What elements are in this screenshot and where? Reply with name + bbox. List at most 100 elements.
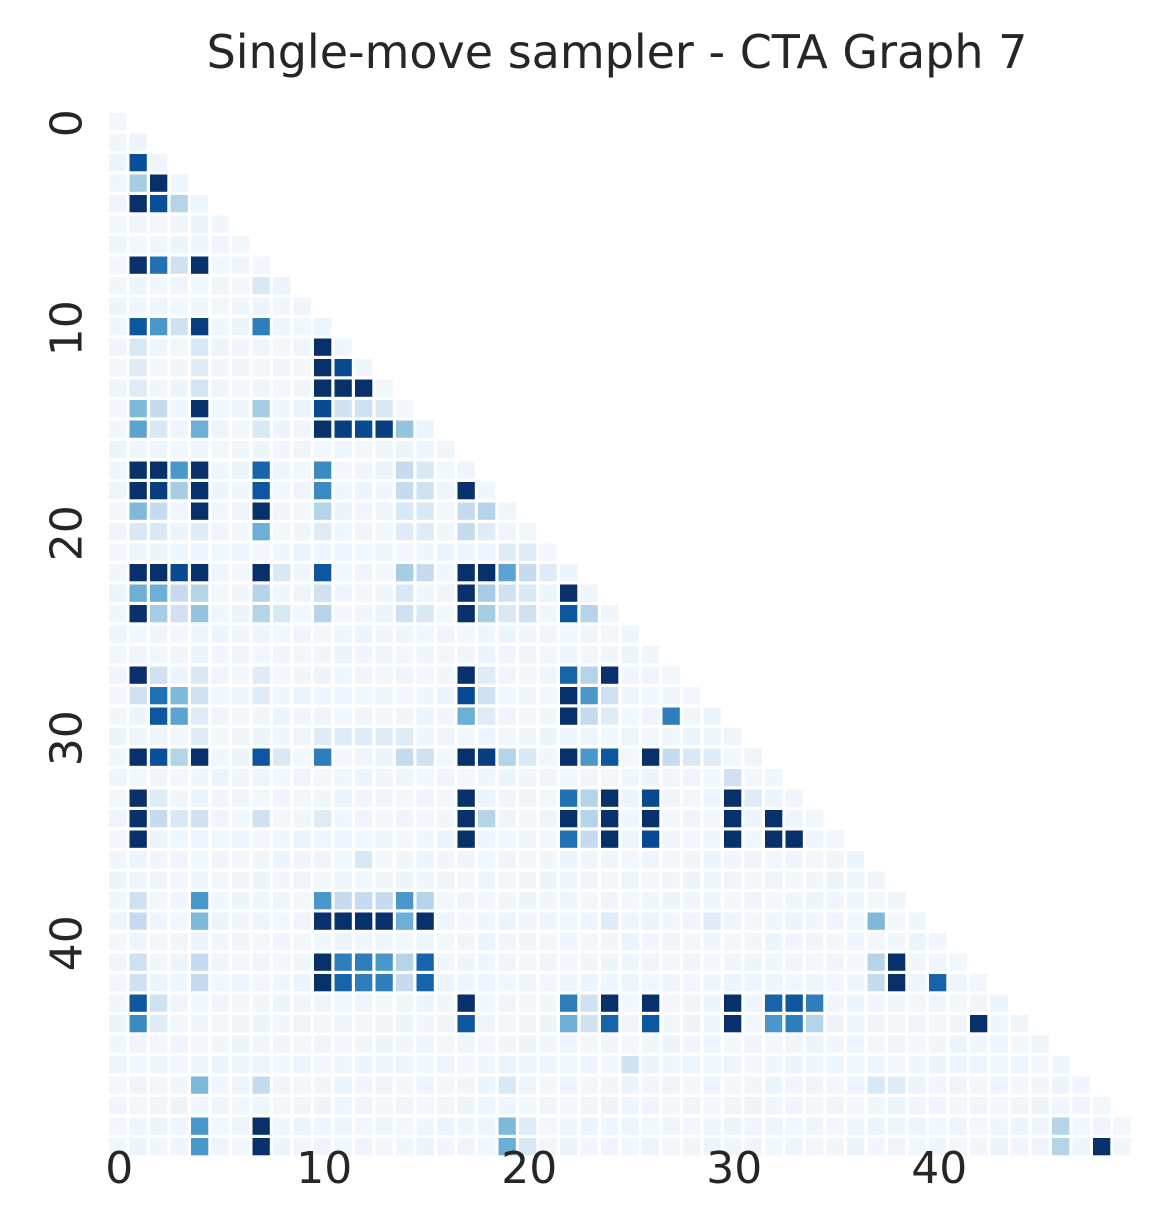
heatmap-cell <box>908 912 926 930</box>
heatmap-cell <box>601 953 619 971</box>
heatmap-cell <box>478 912 496 930</box>
heatmap-cell <box>560 769 578 787</box>
heatmap-cell <box>662 769 680 787</box>
heatmap-cell <box>744 1076 762 1094</box>
heatmap-cell <box>560 871 578 889</box>
heatmap-cell <box>211 400 229 418</box>
heatmap-cell <box>621 1015 639 1033</box>
heatmap-cell <box>478 728 496 746</box>
heatmap-cell <box>273 277 291 295</box>
heatmap-cell <box>478 646 496 664</box>
heatmap-cell <box>109 912 127 930</box>
heatmap-cell <box>150 912 168 930</box>
heatmap-cell <box>252 769 270 787</box>
heatmap-cell <box>293 482 311 500</box>
heatmap-cell <box>396 666 414 684</box>
heatmap-cell <box>191 1015 209 1033</box>
heatmap-cell <box>498 830 516 848</box>
heatmap-cell <box>252 871 270 889</box>
heatmap-cell <box>396 871 414 889</box>
heatmap-cell <box>703 810 721 828</box>
heatmap-cell <box>109 318 127 336</box>
heatmap-cell <box>129 953 147 971</box>
heatmap-cell <box>375 933 393 951</box>
heatmap-cell <box>457 1097 475 1115</box>
heatmap-cell <box>375 789 393 807</box>
heatmap-cell <box>355 605 373 623</box>
heatmap-cell <box>703 1097 721 1115</box>
heatmap-cell <box>539 1076 557 1094</box>
heatmap-cell <box>929 933 947 951</box>
heatmap-cell <box>334 1138 352 1156</box>
heatmap-cell <box>334 564 352 582</box>
heatmap-cell <box>765 871 783 889</box>
heatmap-cell <box>416 871 434 889</box>
heatmap-cell <box>478 1035 496 1053</box>
heatmap-cell <box>396 769 414 787</box>
heatmap-cell <box>109 974 127 992</box>
heatmap-cell <box>621 810 639 828</box>
heatmap-cell <box>498 564 516 582</box>
heatmap-cell <box>150 933 168 951</box>
heatmap-cell <box>478 892 496 910</box>
heatmap-cell <box>170 256 188 274</box>
heatmap-cell <box>806 1097 824 1115</box>
heatmap-cell <box>662 1076 680 1094</box>
heatmap-cell <box>416 461 434 479</box>
heatmap-cell <box>826 892 844 910</box>
heatmap-cell <box>109 113 127 131</box>
heatmap-cell <box>498 789 516 807</box>
heatmap-cell <box>908 933 926 951</box>
heatmap-cell <box>150 1056 168 1074</box>
heatmap-cell <box>703 1076 721 1094</box>
heatmap-cell <box>396 810 414 828</box>
heatmap-cell <box>191 1035 209 1053</box>
heatmap-cell <box>662 1138 680 1156</box>
heatmap-cell <box>457 974 475 992</box>
heatmap-cell <box>129 133 147 151</box>
heatmap-cell <box>396 1097 414 1115</box>
heatmap-cell <box>580 646 598 664</box>
heatmap-cell <box>191 789 209 807</box>
heatmap-cell <box>703 830 721 848</box>
heatmap-cell <box>252 400 270 418</box>
heatmap-cell <box>806 1056 824 1074</box>
heatmap-cell <box>1031 1117 1049 1135</box>
heatmap-cell <box>990 1035 1008 1053</box>
heatmap-cell <box>437 1056 455 1074</box>
heatmap-cell <box>621 1076 639 1094</box>
heatmap-cell <box>560 584 578 602</box>
heatmap-cell <box>293 851 311 869</box>
heatmap-cell <box>375 974 393 992</box>
heatmap-cell <box>908 1076 926 1094</box>
heatmap-cell <box>314 1097 332 1115</box>
heatmap-cell <box>129 830 147 848</box>
heatmap-cell <box>334 666 352 684</box>
heatmap-cell <box>109 994 127 1012</box>
heatmap-cell <box>478 687 496 705</box>
heatmap-cell <box>109 564 127 582</box>
heatmap-cell <box>170 236 188 254</box>
heatmap-cell <box>252 338 270 356</box>
heatmap-cell <box>191 318 209 336</box>
heatmap-cell <box>683 851 701 869</box>
heatmap-cell <box>498 1056 516 1074</box>
heatmap-cell <box>601 933 619 951</box>
heatmap-cell <box>252 748 270 766</box>
heatmap-cell <box>744 830 762 848</box>
heatmap-cell <box>642 851 660 869</box>
heatmap-cell <box>601 994 619 1012</box>
heatmap-cell <box>580 789 598 807</box>
heatmap-cell <box>375 543 393 561</box>
heatmap-cell <box>744 871 762 889</box>
heatmap-cell <box>1072 1097 1090 1115</box>
heatmap-cell <box>191 769 209 787</box>
heatmap-cell <box>826 1056 844 1074</box>
heatmap-cell <box>334 892 352 910</box>
heatmap-cell <box>560 851 578 869</box>
x-tick-label: 30 <box>706 1143 762 1194</box>
heatmap-cell <box>170 174 188 192</box>
y-tick-label: 40 <box>42 915 93 971</box>
heatmap-cell <box>109 215 127 233</box>
heatmap-cell <box>744 994 762 1012</box>
